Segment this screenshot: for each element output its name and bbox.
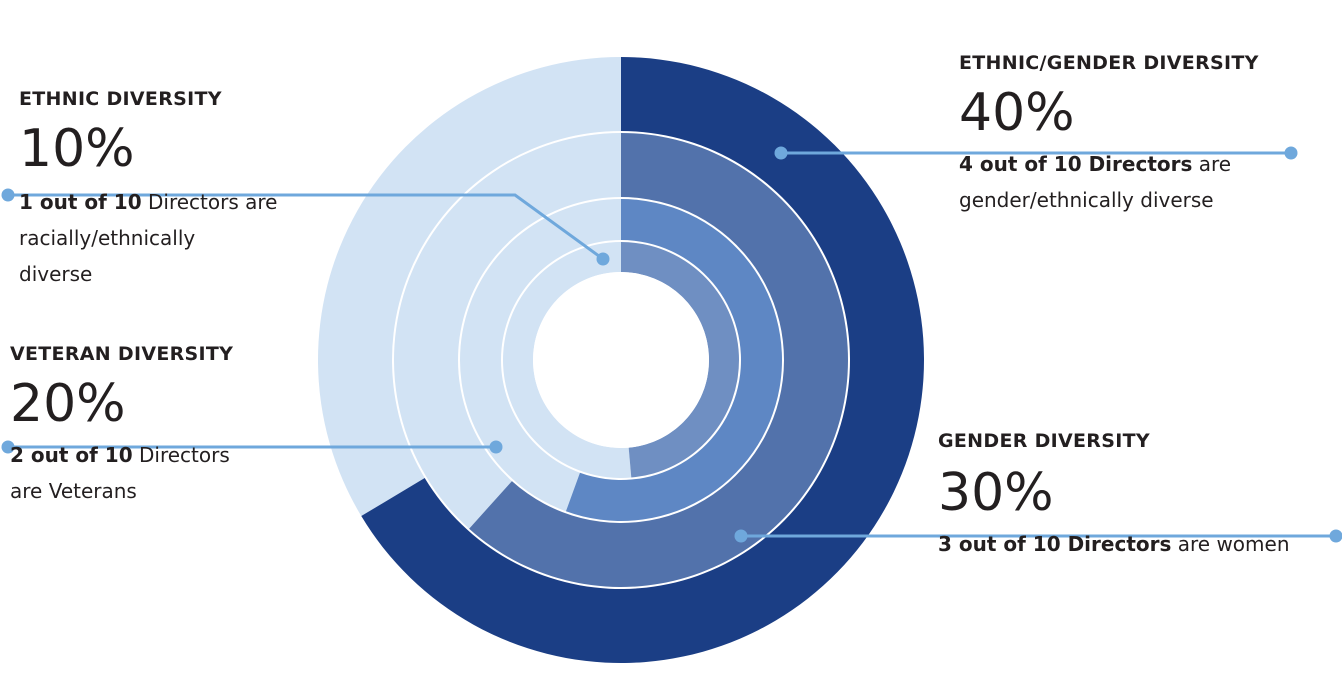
ethgen-desc-line-1: 4 out of 10 Directors are (959, 146, 1329, 182)
leader-dot-ethgen-1 (774, 146, 788, 160)
label-ethnic-gender-diversity: ETHNIC/GENDER DIVERSITY 40% 4 out of 10 … (959, 52, 1329, 218)
veteran-desc-text-1: Directors (132, 443, 230, 467)
gender-desc-text-1: are women (1171, 532, 1290, 556)
gender-desc-line-1: 3 out of 10 Directors are women (938, 526, 1338, 562)
gender-diversity-title: GENDER DIVERSITY (938, 430, 1150, 452)
gender-diversity-description: 3 out of 10 Directors are women (938, 526, 1338, 562)
gender-diversity-percent: 30% (938, 463, 1054, 523)
leader-lines-layer (1, 146, 1342, 543)
ethnic-gender-diversity-percent: 40% (959, 83, 1075, 143)
leader-dot-ethnic-1 (1, 188, 15, 202)
veteran-desc-line-1: 2 out of 10 Directors (10, 437, 310, 473)
leader-dot-veteran-2 (489, 440, 503, 454)
ring-background-4 (502, 242, 632, 479)
ring-background-2 (394, 133, 621, 529)
label-veteran-diversity: VETERAN DIVERSITY 20% 2 out of 10 Direct… (10, 343, 310, 509)
ethnic-desc-text-1: Directors are (141, 190, 278, 214)
leader-dot-veteran-1 (1, 440, 15, 454)
veteran-diversity-title: VETERAN DIVERSITY (10, 343, 234, 365)
ethnic-diversity-percent: 10% (19, 119, 135, 179)
ethgen-desc-text-1: are (1192, 152, 1232, 176)
leader-dot-gender-2 (1329, 529, 1342, 543)
ethnic-gender-diversity-title: ETHNIC/GENDER DIVERSITY (959, 52, 1259, 74)
ethnic-diversity-description: 1 out of 10 Directors are racially/ethni… (19, 184, 339, 292)
gender-desc-bold: 3 out of 10 Directors (938, 532, 1172, 556)
ethnic-gender-diversity-description: 4 out of 10 Directors are gender/ethnica… (959, 146, 1329, 218)
ring-segment-ethnic-diversity (621, 242, 739, 478)
ring-center-hole (533, 272, 709, 448)
ethnic-desc-line-2: racially/ethnically (19, 226, 196, 250)
label-ethnic-diversity: ETHNIC DIVERSITY 10% 1 out of 10 Directo… (19, 88, 339, 292)
ethgen-desc-bold: 4 out of 10 Directors (959, 152, 1193, 176)
ring-segment-gender-diversity (469, 133, 849, 587)
ethnic-diversity-title: ETHNIC DIVERSITY (19, 88, 222, 110)
ethnic-desc-bold: 1 out of 10 (19, 190, 142, 214)
leader-dot-ethgen-2 (1284, 146, 1298, 160)
ethgen-desc-line-2: gender/ethnically diverse (959, 188, 1214, 212)
veteran-diversity-description: 2 out of 10 Directors are Veterans (10, 437, 310, 509)
leader-line-ethnic (8, 193, 604, 261)
ring-background-1 (318, 57, 621, 517)
ethnic-desc-line-3: diverse (19, 262, 93, 286)
veteran-desc-line-2: are Veterans (10, 479, 137, 503)
label-gender-diversity: GENDER DIVERSITY 30% 3 out of 10 Directo… (938, 430, 1338, 562)
veteran-diversity-percent: 20% (10, 374, 126, 434)
rings-layer (316, 55, 926, 665)
ring-background-3 (460, 199, 621, 512)
leader-dot-ethnic-2 (596, 252, 610, 266)
ring-segment-veteran-diversity (565, 199, 782, 521)
veteran-desc-bold: 2 out of 10 (10, 443, 133, 467)
leader-dot-gender-1 (734, 529, 748, 543)
ethnic-desc-line-1: 1 out of 10 Directors are (19, 184, 339, 220)
